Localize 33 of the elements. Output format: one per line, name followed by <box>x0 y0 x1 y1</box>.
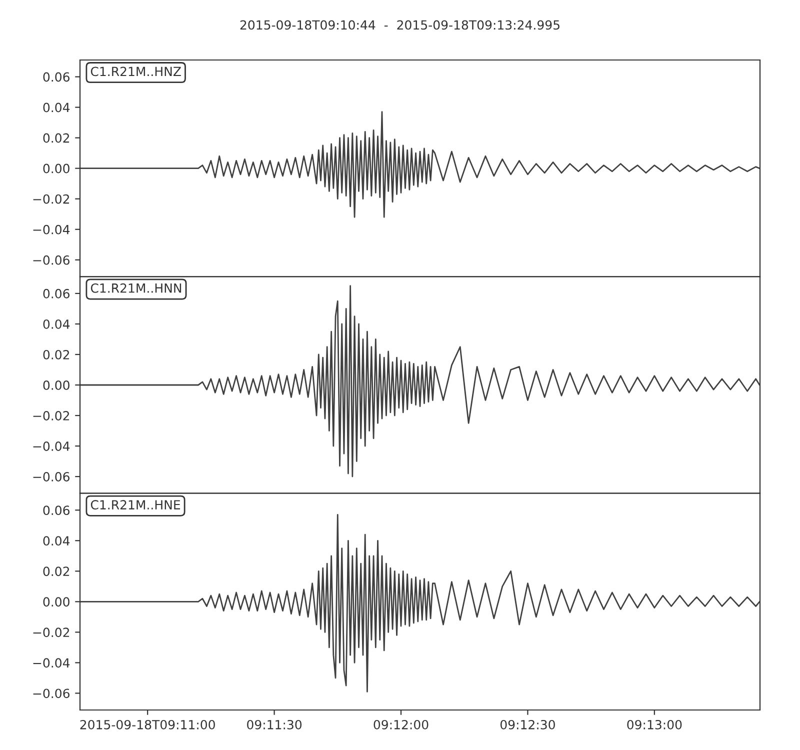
y-tick-label: −0.04 <box>33 224 70 234</box>
x-tick-label: 09:11:30 <box>247 720 302 730</box>
y-tick-label: 0.06 <box>43 288 70 298</box>
y-tick-label: 0.02 <box>43 350 70 360</box>
y-tick-label: 0.00 <box>43 380 70 390</box>
annotation: C1.R21M..HNN <box>90 283 182 293</box>
x-tick-label: 09:13:00 <box>627 720 682 730</box>
annotation: C1.R21M..HNE <box>90 500 180 510</box>
y-tick-label: −0.04 <box>33 658 70 668</box>
line-series <box>80 111 760 218</box>
y-tick-label: 0.04 <box>43 319 70 329</box>
y-tick-label: −0.02 <box>33 410 70 420</box>
y-tick-label: −0.04 <box>33 442 70 451</box>
y-tick-label: 0.04 <box>43 536 70 546</box>
y-tick-label: 0.06 <box>43 72 70 82</box>
y-tick-label: 0.06 <box>43 506 70 516</box>
y-tick-label: −0.06 <box>33 472 70 482</box>
y-tick-label: −0.06 <box>33 255 70 265</box>
y-tick-label: 0.02 <box>43 133 70 143</box>
chart-title: 2015-09-18T09:10:44 - 2015-09-18T09:13:24.995 <box>240 20 560 30</box>
y-tick-label: 0.00 <box>43 597 70 607</box>
y-tick-label: 0.04 <box>43 102 70 112</box>
y-tick-label: 0.02 <box>43 566 70 576</box>
x-tick-label: 2015-09-18T09:11:00 <box>80 720 215 730</box>
y-tick-label: −0.02 <box>33 194 70 204</box>
y-tick-label: −0.06 <box>33 688 70 698</box>
x-tick-label: 09:12:30 <box>500 720 555 730</box>
x-tick-label: 09:12:00 <box>374 720 428 730</box>
y-tick-label: 0.00 <box>43 164 70 174</box>
line-series <box>80 285 760 478</box>
line-series <box>80 514 760 692</box>
annotation: C1.R21M..HNZ <box>90 66 181 76</box>
y-tick-label: −0.02 <box>33 628 70 638</box>
